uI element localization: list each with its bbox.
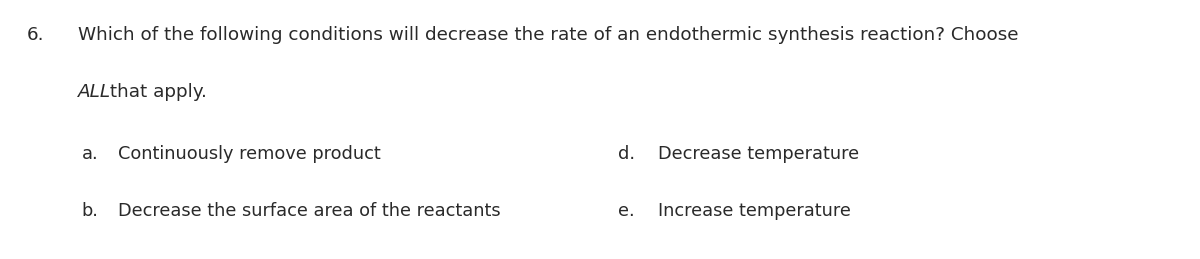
Text: Which of the following conditions will decrease the rate of an endothermic synth: Which of the following conditions will d… <box>78 26 1019 44</box>
Text: 6.: 6. <box>26 26 44 44</box>
Text: d.: d. <box>618 145 635 163</box>
Text: Decrease temperature: Decrease temperature <box>658 145 859 163</box>
Text: that apply.: that apply. <box>104 83 208 101</box>
Text: ALL: ALL <box>78 83 112 101</box>
Text: Continuously remove product: Continuously remove product <box>118 145 380 163</box>
Text: e.: e. <box>618 202 635 220</box>
Text: a.: a. <box>82 145 98 163</box>
Text: Decrease the surface area of the reactants: Decrease the surface area of the reactan… <box>118 202 500 220</box>
Text: Increase temperature: Increase temperature <box>658 202 851 220</box>
Text: b.: b. <box>82 202 98 220</box>
